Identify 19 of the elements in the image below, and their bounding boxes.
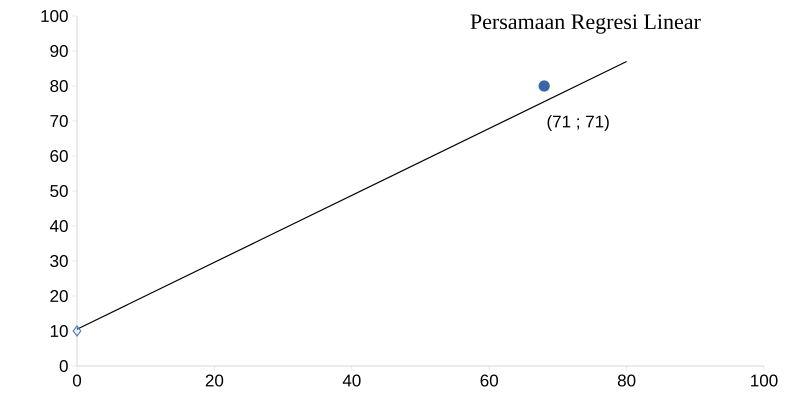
x-tick-label: 80 xyxy=(618,374,636,387)
y-tick-label: 50 xyxy=(50,184,68,198)
y-tick-label: 80 xyxy=(50,80,68,92)
y-tick-label: 100 xyxy=(41,10,68,22)
y-tick-label: 10 xyxy=(50,324,68,338)
y-tick-label: 30 xyxy=(50,254,68,268)
y-tick-label: 70 xyxy=(50,114,68,128)
y-tick-label: 90 xyxy=(50,44,68,58)
x-tick-label: 20 xyxy=(206,374,224,387)
x-tick-label: 100 xyxy=(751,374,778,387)
y-tick-label: 40 xyxy=(50,220,68,232)
y-tick-label: 0 xyxy=(60,360,68,372)
x-tick-label: 0 xyxy=(72,374,82,387)
chart-title: Persamaan Regresi Linear xyxy=(470,14,701,34)
y-tick-label: 20 xyxy=(50,290,68,302)
y-tick-label: 60 xyxy=(50,150,68,162)
x-tick-label: 40 xyxy=(342,374,361,387)
annotation: (71 ; 71) xyxy=(548,115,609,131)
x-tick-label: 60 xyxy=(480,374,498,387)
